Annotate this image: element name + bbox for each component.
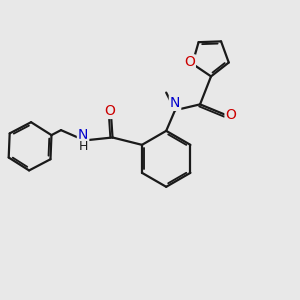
Text: N: N xyxy=(170,96,180,110)
Text: H: H xyxy=(78,140,88,153)
Text: O: O xyxy=(104,104,115,118)
Text: O: O xyxy=(184,55,195,69)
Text: O: O xyxy=(226,108,236,122)
Text: N: N xyxy=(78,128,88,142)
